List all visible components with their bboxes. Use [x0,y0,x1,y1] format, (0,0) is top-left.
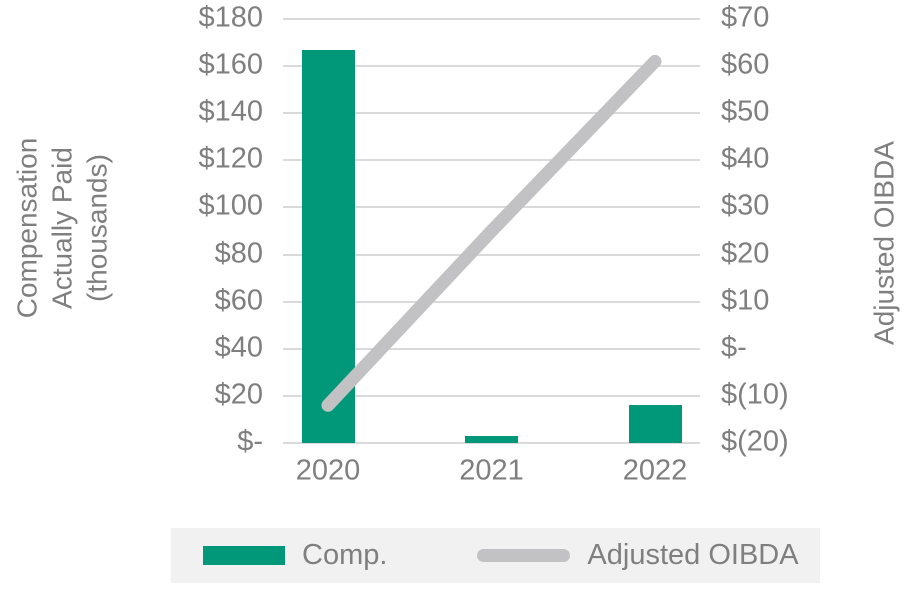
left-tick-label: $40 [214,331,263,364]
left-tick-label: $140 [198,95,263,128]
bar-2022 [628,405,682,443]
right-tick-label: $40 [721,142,770,175]
left-tick-label: $80 [214,237,263,270]
gridline [283,18,700,20]
right-tick-label: $60 [721,48,770,81]
bar-2021 [465,435,518,443]
legend-label-adjusted-oibda: Adjusted OIBDA [587,539,799,571]
left-tick-label: $180 [198,1,263,34]
gridline [283,65,700,68]
adjusted-oibda-line [321,54,662,412]
legend-label-comp: Comp. [302,539,388,571]
left-tick-label: $60 [214,284,263,317]
left-tick-label: $20 [214,378,263,411]
legend-swatch-adjusted-oibda [477,549,571,562]
x-axis-label-2022: 2022 [622,454,688,487]
right-tick-label: $(20) [721,425,789,458]
right-tick-label: $30 [721,189,770,222]
legend: Comp. Adjusted OIBDA [171,528,820,583]
legend-swatch-comp [203,546,285,565]
right-tick-label: $50 [721,95,770,128]
x-axis-label-2020: 2020 [295,454,361,487]
line-series [321,54,662,412]
gridline [283,300,700,303]
gridline [283,253,700,256]
gridline [283,206,700,209]
gridline [283,112,700,115]
left-tick-label: $160 [198,48,263,81]
left-tick-label: $100 [198,189,263,222]
gridline [283,347,700,350]
gridline [283,442,700,444]
right-tick-label: $70 [721,1,770,34]
right-tick-label: $10 [721,284,770,317]
right-axis-title-text: Adjusted OIBDA [868,141,900,345]
left-tick-label: $- [237,425,263,458]
x-axis-label-2021: 2021 [459,454,524,487]
right-tick-label: $(10) [721,378,789,411]
right-tick-label: $20 [721,237,770,270]
gridline [283,159,700,162]
right-tick-label: $- [721,331,747,364]
plot-area [283,18,700,444]
gridline [283,394,700,397]
left-tick-label: $120 [198,142,263,175]
